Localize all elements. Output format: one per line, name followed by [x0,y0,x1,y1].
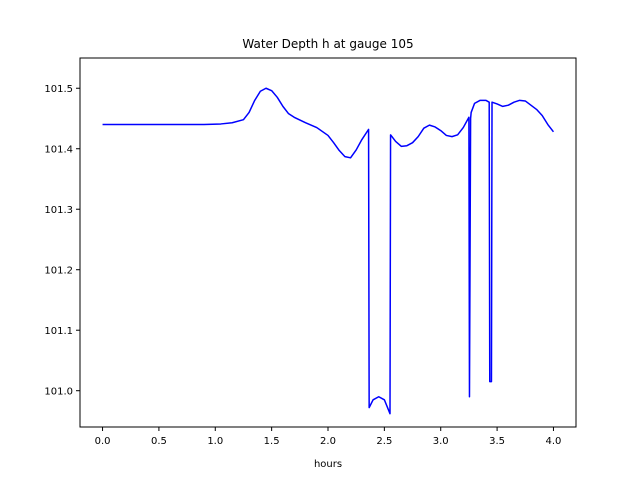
y-tick-label: 101.0 [44,387,73,398]
y-tick-label: 101.5 [44,84,73,95]
x-axis: 0.0 0.5 1.0 1.5 2.0 2.5 3.0 3.5 4.0 [95,427,562,447]
x-tick-label: 1.5 [264,436,280,447]
x-tick-label: 4.0 [546,436,562,447]
chart-title: Water Depth h at gauge 105 [242,37,413,51]
x-tick-label: 2.0 [320,436,336,447]
x-tick-label: 0.0 [95,436,111,447]
x-tick-label: 0.5 [151,436,167,447]
y-tick-label: 101.3 [44,205,73,216]
x-tick-label: 2.5 [376,436,392,447]
y-tick-label: 101.1 [44,326,73,337]
y-tick-label: 101.4 [44,145,73,156]
x-tick-label: 3.0 [433,436,449,447]
x-axis-label: hours [314,459,342,470]
series-line-0 [102,87,555,415]
plot-area [102,87,555,415]
y-tick-label: 101.2 [44,266,73,277]
x-tick-label: 1.0 [207,436,223,447]
x-tick-label: 3.5 [489,436,505,447]
y-axis: 101.0 101.1 101.2 101.3 101.4 101.5 [44,84,80,398]
